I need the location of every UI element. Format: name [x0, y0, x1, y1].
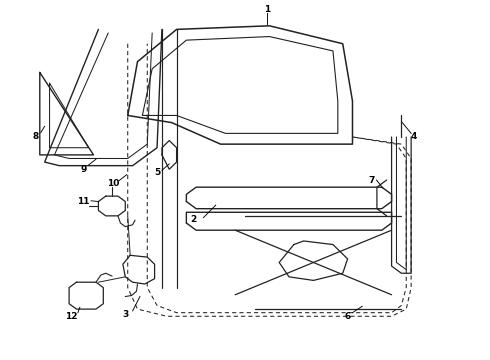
Text: 9: 9	[80, 165, 87, 174]
Text: 2: 2	[191, 215, 197, 224]
Text: 5: 5	[154, 168, 160, 177]
Text: 4: 4	[411, 132, 417, 141]
Text: 10: 10	[107, 179, 119, 188]
Text: 6: 6	[344, 312, 351, 321]
Text: 8: 8	[33, 132, 39, 141]
Text: 1: 1	[264, 5, 270, 14]
Text: 12: 12	[65, 312, 78, 321]
Text: 3: 3	[122, 310, 128, 319]
Text: 11: 11	[77, 197, 90, 206]
Text: 7: 7	[369, 176, 375, 185]
